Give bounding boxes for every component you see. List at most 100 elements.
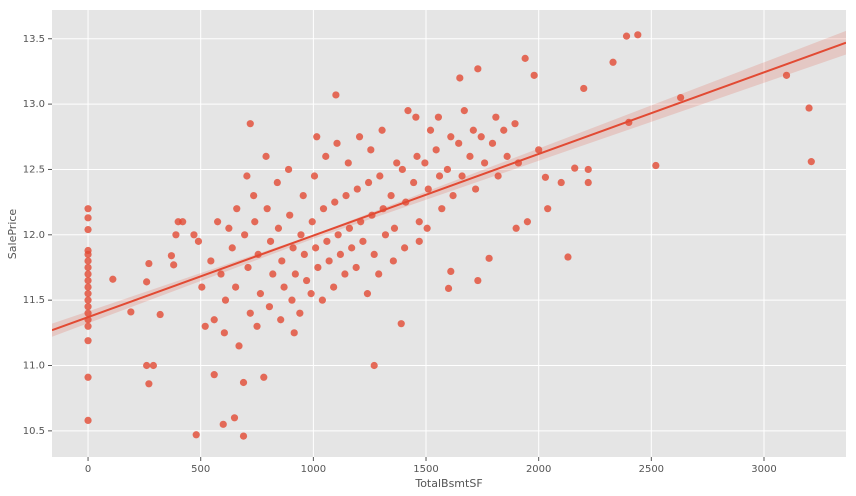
point <box>265 303 274 311</box>
point <box>393 159 401 167</box>
x-tick-label: 0 <box>85 464 91 475</box>
point <box>233 205 241 213</box>
point <box>179 218 187 226</box>
point <box>363 290 372 298</box>
point <box>156 310 164 319</box>
point <box>296 309 304 317</box>
point <box>262 152 270 160</box>
x-axis-label: TotalBsmtSF <box>414 477 482 490</box>
point <box>477 133 485 141</box>
point <box>415 218 423 226</box>
x-tick-label: 1000 <box>301 464 326 475</box>
point <box>438 205 446 213</box>
point <box>290 329 298 337</box>
point <box>143 361 151 370</box>
point <box>494 172 502 180</box>
point <box>469 126 477 134</box>
point <box>253 322 261 330</box>
point <box>344 159 352 167</box>
point <box>782 71 791 79</box>
x-tick-label: 2000 <box>526 464 551 475</box>
point <box>432 146 440 154</box>
point <box>503 152 511 160</box>
point <box>447 133 455 141</box>
point <box>413 152 421 160</box>
point <box>412 113 420 121</box>
point <box>622 32 631 40</box>
point <box>500 126 508 134</box>
point <box>291 270 299 278</box>
point <box>84 309 92 317</box>
point <box>511 120 519 128</box>
point <box>300 250 308 259</box>
point <box>210 316 218 324</box>
y-tick-label: 10.5 <box>23 426 45 437</box>
point <box>217 270 225 278</box>
point <box>334 231 342 239</box>
point <box>230 414 239 422</box>
point <box>584 165 592 174</box>
point <box>167 252 176 260</box>
point <box>474 276 482 285</box>
point <box>244 263 252 272</box>
point <box>580 84 588 93</box>
point <box>523 218 532 226</box>
point <box>333 139 341 147</box>
point <box>246 309 254 317</box>
point <box>423 224 431 232</box>
point <box>273 178 281 187</box>
point <box>256 290 265 298</box>
point <box>336 250 344 259</box>
point <box>192 431 200 439</box>
point <box>172 231 180 239</box>
plot-background <box>52 10 846 457</box>
point <box>652 161 660 170</box>
point <box>355 133 364 141</box>
point <box>143 278 151 286</box>
point <box>541 173 550 181</box>
point <box>207 257 215 265</box>
point <box>312 244 320 252</box>
point <box>455 139 463 147</box>
point <box>557 178 565 187</box>
point <box>266 237 275 245</box>
point <box>241 231 249 239</box>
x-tick-label: 3000 <box>751 464 776 475</box>
point <box>239 432 248 440</box>
point <box>323 237 331 245</box>
point <box>84 270 92 278</box>
point <box>201 322 209 330</box>
point <box>634 31 642 39</box>
y-tick-label: 13.5 <box>23 34 45 45</box>
point <box>307 290 315 298</box>
point <box>170 261 178 269</box>
point <box>332 91 340 99</box>
y-tick-label: 12.5 <box>23 164 45 175</box>
point <box>521 54 529 62</box>
point <box>289 244 297 252</box>
point <box>331 198 339 206</box>
plot-area <box>52 30 846 440</box>
point <box>341 270 349 278</box>
point <box>84 205 92 213</box>
point <box>449 191 457 200</box>
point <box>260 373 268 381</box>
point <box>232 283 240 291</box>
point <box>401 244 409 252</box>
point <box>284 165 293 174</box>
point <box>274 224 283 232</box>
point <box>410 178 418 187</box>
point <box>145 259 153 268</box>
point <box>564 253 572 261</box>
point <box>584 178 592 187</box>
point <box>443 165 452 174</box>
point <box>235 342 243 350</box>
point <box>149 361 157 370</box>
point <box>318 296 326 304</box>
point <box>322 152 330 160</box>
point <box>297 231 305 239</box>
point <box>426 126 435 134</box>
point <box>466 152 474 160</box>
point <box>807 158 815 166</box>
confidence-band <box>52 30 846 337</box>
